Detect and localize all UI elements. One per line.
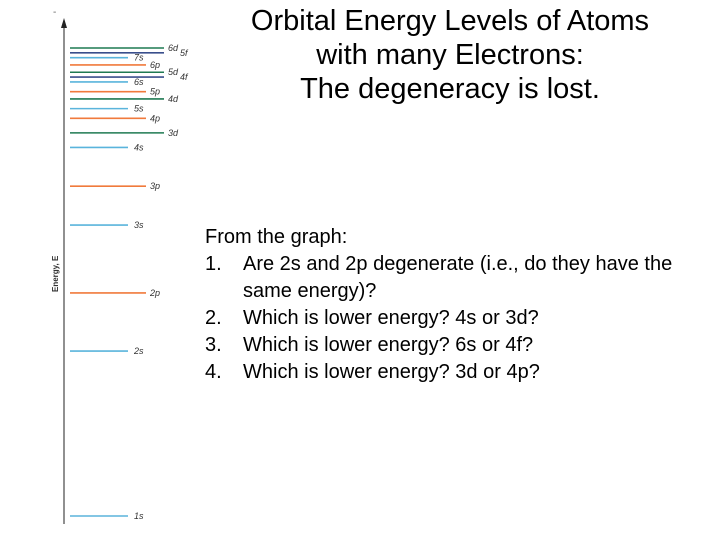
- page-title: Orbital Energy Levels of Atoms with many…: [220, 4, 680, 106]
- question-number: 3.: [205, 334, 222, 356]
- energy-level-diagram: - - Energy, E 1s2s2p3s3p4s3d4p5s4d5p6s4f…: [51, 7, 189, 524]
- energy-axis-arrowhead: [61, 18, 67, 28]
- level-label-2p: 2p: [149, 288, 160, 298]
- level-label-5f: 5f: [180, 48, 189, 58]
- level-label-5s: 5s: [134, 104, 144, 114]
- question-text: Which is lower energy? 3d or 4p?: [243, 361, 540, 383]
- level-label-1s: 1s: [134, 511, 144, 521]
- title-line-2: with many Electrons:: [316, 39, 584, 71]
- level-label-3d: 3d: [168, 128, 179, 138]
- level-label-7s: 7s: [134, 53, 144, 63]
- level-label-4p: 4p: [150, 113, 160, 123]
- level-label-5d: 5d: [168, 67, 179, 77]
- question-item: 2. Which is lower energy? 4s or 3d?: [205, 305, 705, 332]
- question-list: 1. Are 2s and 2p degenerate (i.e., do th…: [205, 251, 705, 386]
- question-block: From the graph: 1. Are 2s and 2p degener…: [205, 224, 705, 386]
- level-label-3p: 3p: [150, 181, 160, 191]
- level-label-6d: 6d: [168, 43, 179, 53]
- questions-intro: From the graph:: [205, 226, 348, 248]
- question-number: 1.: [205, 253, 222, 275]
- question-text: Which is lower energy? 6s or 4f?: [243, 334, 534, 356]
- question-text: Are 2s and 2p degenerate (i.e., do they …: [243, 253, 673, 302]
- level-label-3s: 3s: [134, 220, 144, 230]
- question-number: 4.: [205, 361, 222, 383]
- title-line-1: Orbital Energy Levels of Atoms: [250, 5, 650, 37]
- question-number: 2.: [205, 307, 222, 329]
- question-item: 1. Are 2s and 2p degenerate (i.e., do th…: [205, 251, 705, 305]
- level-label-6s: 6s: [134, 77, 144, 87]
- energy-axis-label: Energy, E: [51, 255, 60, 292]
- level-label-5p: 5p: [150, 87, 160, 97]
- question-item: 4. Which is lower energy? 3d or 4p?: [205, 359, 705, 386]
- level-label-6p: 6p: [150, 60, 160, 70]
- level-label-2s: 2s: [133, 346, 144, 356]
- question-text: Which is lower energy? 4s or 3d?: [243, 307, 539, 329]
- level-label-4s: 4s: [134, 142, 144, 152]
- level-label-4f: 4f: [180, 72, 189, 82]
- corner-mark-left: -: [53, 7, 56, 18]
- level-label-4d: 4d: [168, 94, 179, 104]
- question-item: 3. Which is lower energy? 6s or 4f?: [205, 332, 705, 359]
- title-line-3: The degeneracy is lost.: [300, 73, 600, 105]
